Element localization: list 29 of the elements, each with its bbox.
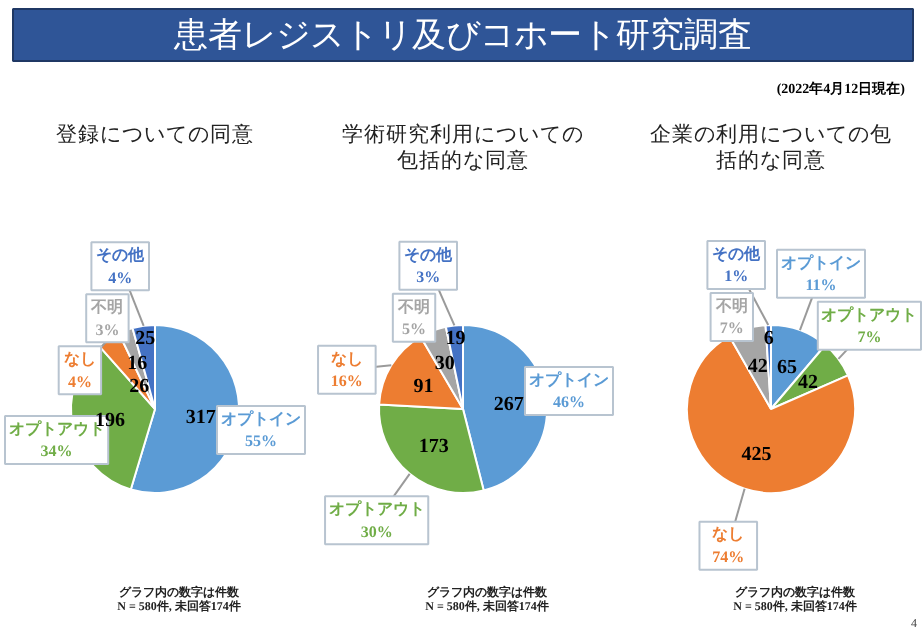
- slice-label: オプトアウト 34%: [8, 419, 105, 461]
- data-label: 317: [185, 406, 216, 429]
- text: 患者レジストリ及びコホート研究調査: [172, 16, 752, 54]
- slice-label: オプトイン 11%: [781, 253, 861, 295]
- slice-label: オプトアウト 30%: [328, 500, 425, 541]
- slice-label: なし 4%: [63, 350, 96, 391]
- slice-label: なし 16%: [330, 349, 363, 391]
- chart-title: 企業の利用についての包括的な同意: [650, 121, 892, 174]
- chart-title: 登録についての同意: [56, 121, 254, 147]
- data-label: 425: [741, 443, 772, 466]
- slice-label: 不明 3%: [89, 298, 124, 339]
- data-label: 65: [776, 356, 797, 379]
- slice-label: 不明 7%: [713, 296, 748, 338]
- slice-label: その他 1%: [712, 244, 763, 286]
- data-label: 91: [413, 375, 434, 398]
- data-label: 30: [434, 352, 455, 375]
- slice-label: その他 4%: [96, 246, 147, 287]
- slice-label: 不明 5%: [396, 297, 431, 339]
- chart-title: 学術研究利用についての包括的な同意: [342, 121, 584, 174]
- slice-label: オプトイン 46%: [529, 370, 609, 412]
- slice-label: オプトアウト 7%: [821, 305, 918, 347]
- slice-label: なし 74%: [712, 525, 745, 566]
- slice-label: その他 3%: [404, 245, 455, 287]
- data-label: 267: [493, 394, 524, 417]
- data-label: 173: [418, 435, 449, 458]
- data-label: 42: [798, 372, 819, 395]
- data-label: 6: [763, 327, 774, 350]
- slice-label: オプトイン 55%: [221, 409, 301, 451]
- data-label: 42: [747, 355, 768, 378]
